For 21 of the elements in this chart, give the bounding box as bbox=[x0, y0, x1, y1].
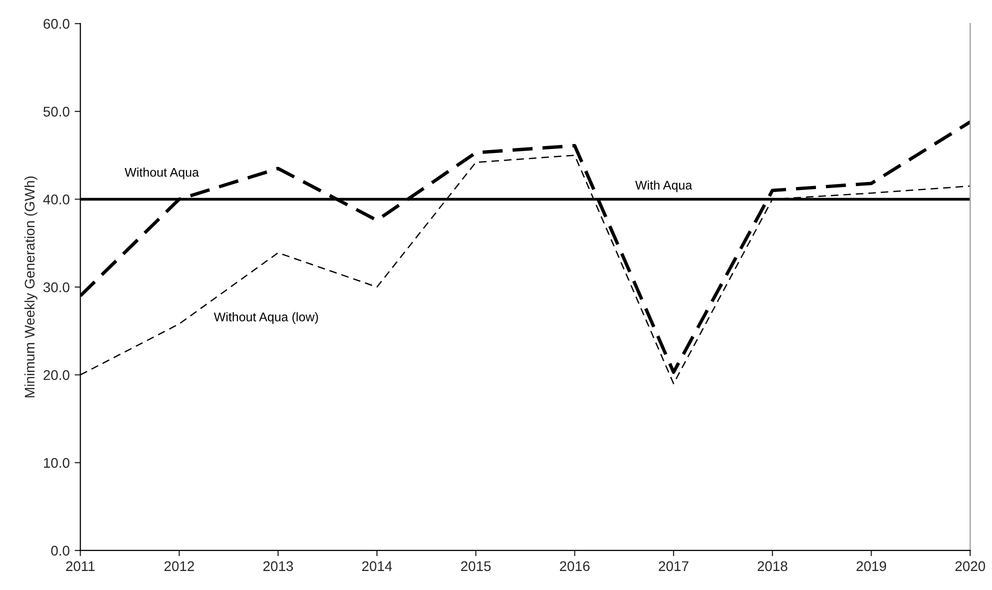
y-tick-label: 30.0 bbox=[43, 282, 70, 292]
series-label: Without Aqua (low) bbox=[214, 312, 318, 324]
x-tick-label: 2016 bbox=[560, 561, 590, 572]
x-tick-label: 2019 bbox=[856, 561, 886, 572]
y-tick-label: 40.0 bbox=[43, 194, 70, 204]
series-label: With Aqua bbox=[635, 180, 692, 192]
x-tick-label: 2020 bbox=[955, 561, 986, 572]
x-tick-label: 2015 bbox=[461, 561, 491, 572]
series-label: Without Aqua bbox=[124, 168, 199, 180]
y-tick-label: 20.0 bbox=[44, 370, 70, 380]
y-axis-title: Minimum Weekly Generation (GWh) bbox=[24, 176, 38, 398]
x-tick-label: 2011 bbox=[66, 561, 95, 572]
x-tick-label: 2014 bbox=[362, 561, 392, 572]
y-tick-label: 10.0 bbox=[44, 458, 70, 468]
y-tick-label: 50.0 bbox=[43, 106, 70, 117]
x-tick-label: 2012 bbox=[164, 561, 194, 572]
x-tick-label: 2013 bbox=[263, 561, 293, 572]
y-tick-label: 60.0 bbox=[44, 18, 70, 29]
x-tick-label: 2017 bbox=[658, 561, 688, 572]
y-tick-label: 0.0 bbox=[51, 546, 70, 556]
x-tick-label: 2018 bbox=[758, 561, 788, 572]
